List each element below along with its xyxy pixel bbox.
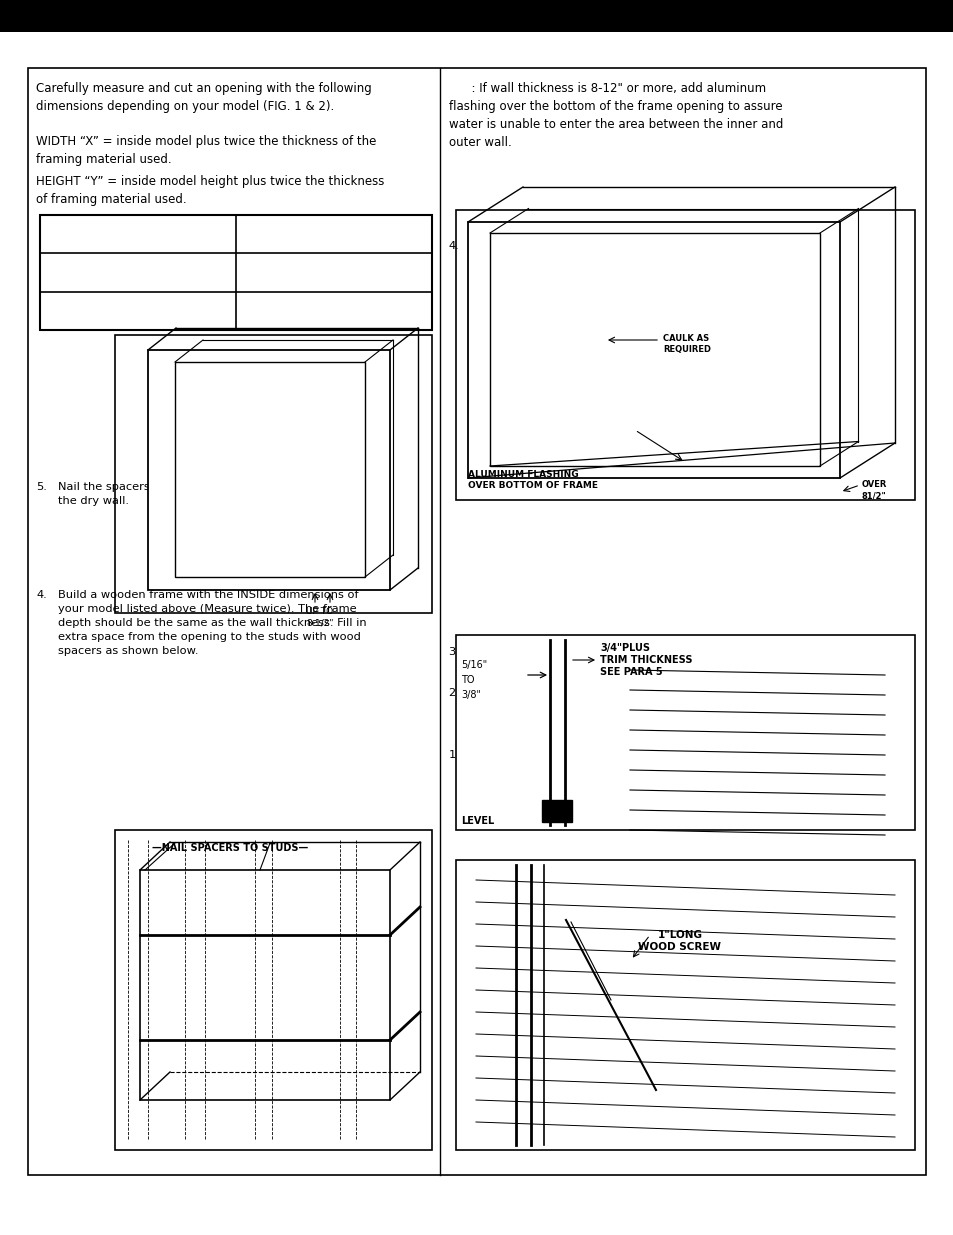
Text: SEE PARA 5: SEE PARA 5 <box>599 667 662 677</box>
Text: UP TO
8-1/2": UP TO 8-1/2" <box>306 606 334 627</box>
Text: ALUMINUM FLASHING
OVER BOTTOM OF FRAME: ALUMINUM FLASHING OVER BOTTOM OF FRAME <box>468 471 598 490</box>
Text: OVER
81/2": OVER 81/2" <box>862 480 886 500</box>
Text: Nail the spacers to the studs. They should be flush with
the dry wall.: Nail the spacers to the studs. They shou… <box>58 482 375 505</box>
Text: Place the cabinet into the opening with the bottom rail
resting firmly on the bo: Place the cabinet into the opening with … <box>470 688 783 711</box>
Text: 1.: 1. <box>448 750 458 760</box>
Text: WIDTH “X” = inside model plus twice the thickness of the
framing material used.: WIDTH “X” = inside model plus twice the … <box>36 135 376 165</box>
Text: 5/16": 5/16" <box>460 659 487 671</box>
Text: —NAIL SPACERS TO STUDS—: —NAIL SPACERS TO STUDS— <box>152 844 308 853</box>
Bar <box>40 215 432 330</box>
Bar <box>0 0 953 32</box>
Bar <box>541 800 572 823</box>
Text: 4.: 4. <box>448 241 458 251</box>
Bar <box>456 635 914 830</box>
Text: LEVEL: LEVEL <box>235 986 274 995</box>
Text: TO: TO <box>460 676 474 685</box>
Bar <box>140 869 390 1100</box>
Text: 4.: 4. <box>36 590 47 600</box>
Text: 1"LONG
WOOD SCREW: 1"LONG WOOD SCREW <box>638 930 720 952</box>
Bar <box>174 362 365 577</box>
Text: Inside
Frame
Width: Inside Frame Width <box>248 474 274 505</box>
Bar <box>456 860 914 1150</box>
Bar <box>115 335 432 613</box>
Text: CAULK AS
REQUIRED: CAULK AS REQUIRED <box>662 333 710 354</box>
Text: Secure the bottom rail to the wood frame with two large
1" (2.5 cm) long wood sc: Secure the bottom rail to the wood frame… <box>470 241 792 264</box>
Text: 3/4"PLUS: 3/4"PLUS <box>599 643 649 653</box>
Text: 2.: 2. <box>448 688 458 698</box>
Text: 3.: 3. <box>448 647 458 657</box>
Text: Carefully measure and cut an opening with the following
dimensions depending on : Carefully measure and cut an opening wit… <box>36 82 372 112</box>
Text: TRIM THICKNESS: TRIM THICKNESS <box>599 655 692 664</box>
Text: Inside
Frame
Height: Inside Frame Height <box>180 435 208 466</box>
Bar <box>490 233 820 466</box>
Bar <box>468 222 840 478</box>
Text: HEIGHT “Y” = inside model height plus twice the thickness
of framing material us: HEIGHT “Y” = inside model height plus tw… <box>36 175 384 206</box>
Bar <box>115 830 432 1150</box>
Text: 3/8": 3/8" <box>460 690 480 700</box>
Text: Slide the chassis from the cabinet. Refer back to the
REMOVE CHASSIS instruction: Slide the chassis from the cabinet. Refe… <box>470 750 769 788</box>
Text: 5.: 5. <box>36 482 47 492</box>
Text: X: X <box>190 558 199 572</box>
Text: LEVEL: LEVEL <box>460 816 494 826</box>
Text: Position the cabinet so it is tilted properly for water re-
moval as seen below.: Position the cabinet so it is tilted pro… <box>470 647 782 671</box>
Text: : If wall thickness is 8-12" or more, add aluminum
flashing over the bottom of t: : If wall thickness is 8-12" or more, ad… <box>449 82 782 149</box>
Text: Build a wooden frame with the INSIDE dimensions of
your model listed above (Meas: Build a wooden frame with the INSIDE dim… <box>58 590 367 656</box>
Bar <box>148 350 390 590</box>
Bar <box>28 68 925 1174</box>
Bar <box>456 210 914 500</box>
